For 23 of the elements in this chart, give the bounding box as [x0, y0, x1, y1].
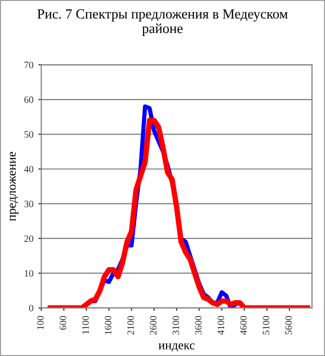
- x-tick-label: 3100: [172, 316, 180, 335]
- y-tick-label: 40: [24, 166, 34, 172]
- y-tick-label: 50: [24, 131, 34, 138]
- chart-title: Рис. 7 Спектры предложения в Медеуском районе: [37, 9, 288, 36]
- x-tick-label: 3600: [195, 316, 202, 335]
- x-tick-label: 5100: [262, 316, 270, 334]
- y-tick-label: 20: [24, 235, 34, 242]
- y-tick-label: 0: [29, 304, 34, 312]
- y-axis-title: предложение: [10, 152, 18, 222]
- x-tick-label: 1100: [82, 316, 89, 334]
- y-tick-label: 70: [24, 62, 34, 68]
- x-tick-label: 5600: [285, 316, 292, 334]
- y-tick-label: 30: [24, 200, 34, 208]
- x-axis-title: индекс: [158, 343, 195, 352]
- x-tick-label: 4100: [218, 316, 224, 335]
- x-tick-label: 1600: [104, 316, 112, 334]
- x-tick-label: 4600: [240, 316, 247, 335]
- y-tick-label: 60: [24, 96, 34, 103]
- y-tick-label: 10: [24, 270, 34, 277]
- x-tick-label: 600: [60, 316, 66, 330]
- x-tick-label: 2600: [150, 316, 157, 335]
- x-tick-label: 100: [37, 316, 44, 330]
- x-tick-label: 2100: [127, 316, 134, 335]
